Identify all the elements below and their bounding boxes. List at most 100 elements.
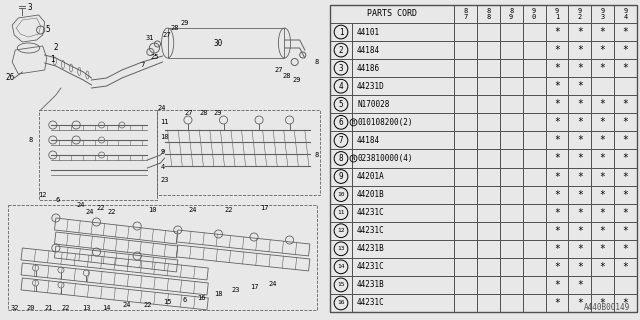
Text: 8: 8 [28,137,33,143]
Text: 1: 1 [339,28,343,36]
Text: 28: 28 [282,73,291,79]
Text: 18: 18 [214,291,223,297]
Text: 24: 24 [189,207,197,213]
Text: *: * [554,298,560,308]
Text: 21: 21 [45,305,53,311]
Text: *: * [577,99,583,109]
Text: 6: 6 [56,197,60,203]
Text: A440B00149: A440B00149 [584,303,630,312]
Text: *: * [554,189,560,200]
Text: 16: 16 [197,295,205,301]
Text: 15: 15 [163,299,172,305]
Text: *: * [577,45,583,55]
Text: 44231C: 44231C [357,262,385,271]
Text: *: * [554,154,560,164]
Text: 7: 7 [339,136,343,145]
Text: *: * [600,262,605,272]
Text: 17: 17 [260,205,268,211]
Text: *: * [577,298,583,308]
Text: 023810000(4): 023810000(4) [357,154,413,163]
Text: 9
0: 9 0 [532,8,536,20]
Text: 9: 9 [161,149,164,155]
Text: 26: 26 [5,74,14,83]
Text: 10: 10 [337,192,345,197]
Text: 7: 7 [140,62,145,68]
Text: 25: 25 [150,54,159,60]
Text: *: * [600,63,605,73]
Text: *: * [577,154,583,164]
Text: 11: 11 [161,119,169,125]
Text: *: * [577,262,583,272]
Text: 44231C: 44231C [357,208,385,217]
Text: 12: 12 [337,228,345,233]
Text: *: * [577,117,583,127]
Text: *: * [554,244,560,254]
Text: 44201B: 44201B [357,190,385,199]
Text: 17: 17 [250,284,259,290]
Text: 9: 9 [339,172,343,181]
Text: 9
1: 9 1 [555,8,559,20]
Text: 9
3: 9 3 [600,8,605,20]
Text: 14: 14 [337,264,345,269]
Text: *: * [577,172,583,181]
Text: 24: 24 [157,105,166,111]
Text: 22: 22 [225,207,233,213]
Text: 15: 15 [337,283,345,287]
Text: 8
7: 8 7 [463,8,468,20]
Text: 44231C: 44231C [357,299,385,308]
Text: *: * [577,208,583,218]
Text: *: * [623,154,628,164]
Text: *: * [554,117,560,127]
Text: *: * [554,81,560,91]
Text: 28: 28 [199,110,207,116]
Text: 3: 3 [28,3,32,12]
Text: *: * [600,45,605,55]
Text: 2: 2 [54,43,58,52]
Text: 28: 28 [171,25,179,31]
Text: 44231C: 44231C [357,226,385,235]
Text: *: * [577,27,583,37]
Text: 22: 22 [108,209,116,215]
Text: 8: 8 [339,154,343,163]
Text: 2: 2 [339,45,343,55]
Text: 44184: 44184 [357,136,380,145]
Text: *: * [623,45,628,55]
Text: 13: 13 [337,246,345,251]
Text: *: * [623,244,628,254]
Text: *: * [600,298,605,308]
Text: *: * [600,154,605,164]
Text: *: * [577,226,583,236]
Text: *: * [600,244,605,254]
Text: *: * [623,172,628,181]
Text: 29: 29 [292,77,301,83]
Text: N: N [352,156,355,161]
Text: *: * [600,27,605,37]
Text: *: * [554,208,560,218]
Text: *: * [600,208,605,218]
Text: 8: 8 [315,152,319,158]
Text: *: * [600,172,605,181]
Text: *: * [577,81,583,91]
Text: 8
9: 8 9 [509,8,513,20]
Text: *: * [554,172,560,181]
Text: *: * [623,117,628,127]
Text: 8: 8 [315,59,319,65]
Text: 6: 6 [339,118,343,127]
Text: *: * [600,99,605,109]
Text: 4: 4 [339,82,343,91]
Text: N170028: N170028 [357,100,389,109]
Text: *: * [554,226,560,236]
Text: 16: 16 [337,300,345,306]
Text: 44231B: 44231B [357,280,385,289]
Text: 5: 5 [45,25,51,34]
Text: 24: 24 [268,281,276,287]
Text: 4: 4 [161,164,164,170]
Text: *: * [623,135,628,145]
Text: *: * [623,262,628,272]
Text: 9
2: 9 2 [578,8,582,20]
Text: 9
4: 9 4 [623,8,628,20]
Text: 6: 6 [183,297,187,303]
Text: 44101: 44101 [357,28,380,36]
Text: 24: 24 [123,302,131,308]
Text: 29: 29 [181,20,189,26]
